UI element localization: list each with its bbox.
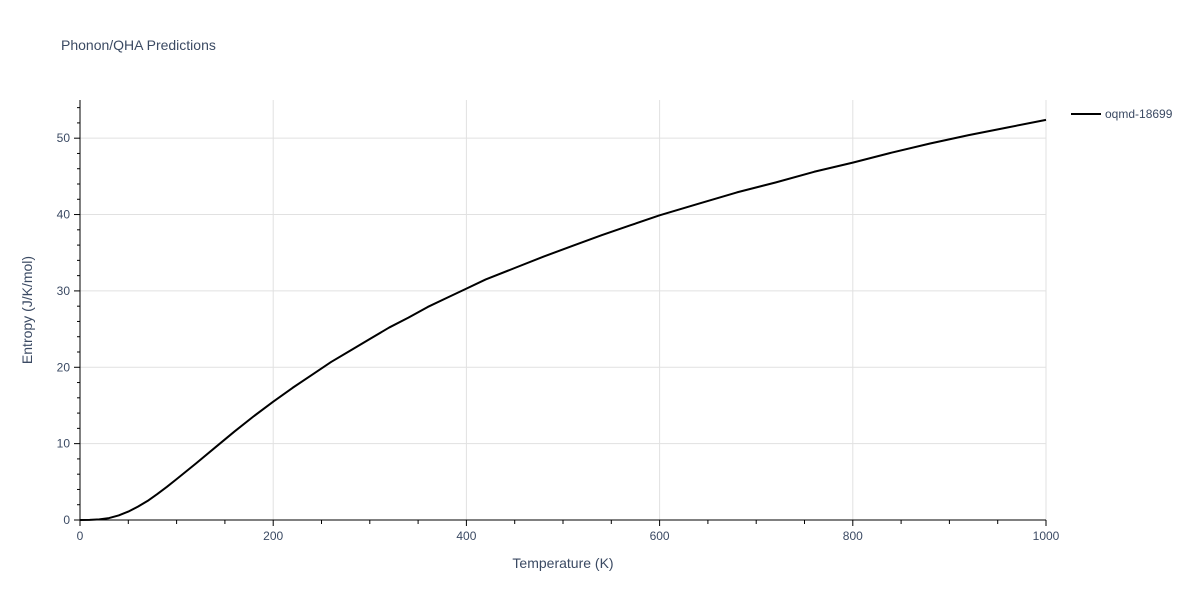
x-tick-label: 800: [843, 529, 863, 543]
plot-area: [79, 118, 1047, 521]
x-tick-label: 200: [263, 529, 283, 543]
y-tick-label: 50: [57, 131, 71, 145]
series-line-oqmd-18699: [79, 118, 1047, 521]
x-tick-label: 400: [456, 529, 476, 543]
x-axis-title: Temperature (K): [512, 555, 613, 571]
legend-label: oqmd-18699: [1105, 107, 1173, 121]
legend[interactable]: oqmd-18699: [1071, 107, 1173, 121]
x-tick-label: 1000: [1033, 529, 1060, 543]
grid: [80, 100, 1047, 520]
axes: 0 200 400 600 800 1000 0 10 20 30 40 50: [57, 100, 1060, 543]
y-tick-label: 30: [57, 284, 71, 298]
y-tick-label: 10: [57, 437, 71, 451]
y-tick-label: 0: [63, 513, 70, 527]
y-tick-label: 40: [57, 208, 71, 222]
x-tick-label: 0: [77, 529, 84, 543]
x-tick-label: 600: [650, 529, 670, 543]
y-axis-title: Entropy (J/K/mol): [19, 256, 35, 364]
chart-title: Phonon/QHA Predictions: [61, 37, 216, 53]
y-tick-label: 20: [57, 360, 71, 374]
